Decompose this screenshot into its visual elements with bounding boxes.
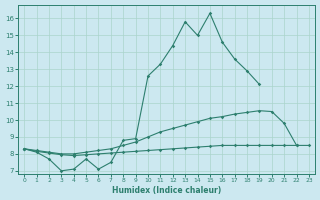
X-axis label: Humidex (Indice chaleur): Humidex (Indice chaleur) [112, 186, 221, 195]
